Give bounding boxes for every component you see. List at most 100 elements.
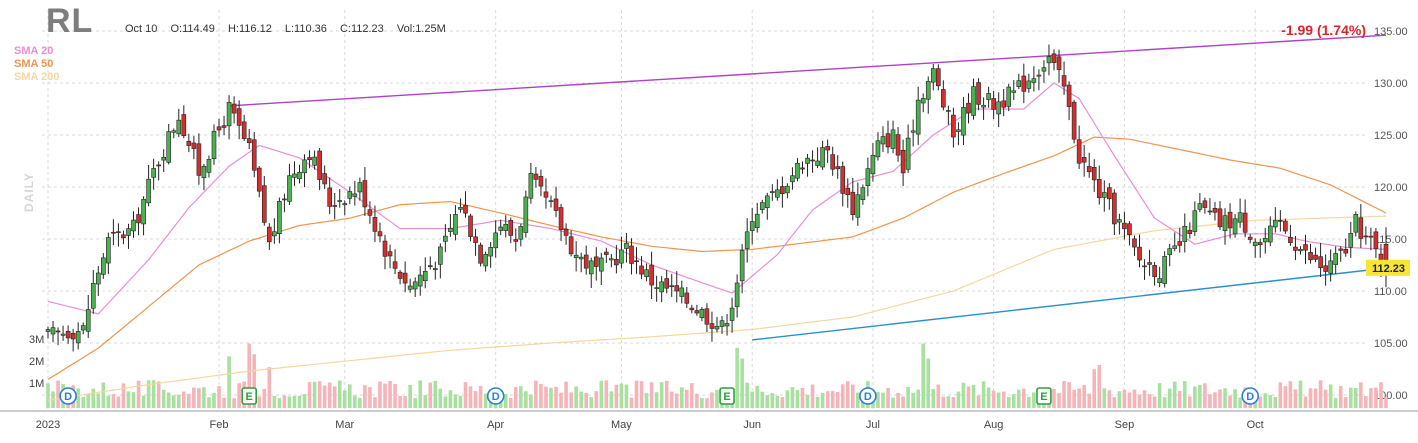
- candle: [890, 120, 896, 154]
- volume-bar: [302, 394, 307, 408]
- candle: [810, 150, 815, 173]
- candle-body: [830, 154, 835, 170]
- legend-sma20[interactable]: SMA 20: [14, 45, 54, 57]
- volume-bar: [468, 386, 473, 408]
- volume-bar: [891, 397, 895, 408]
- candle: [50, 320, 56, 343]
- candle: [775, 179, 780, 201]
- volume-bar: [222, 397, 226, 408]
- candle: [1107, 183, 1112, 210]
- candle-body: [513, 239, 519, 242]
- volume-bar: [1258, 396, 1263, 408]
- candle: [639, 256, 644, 280]
- candle-body: [764, 195, 770, 209]
- volume-bar: [956, 391, 961, 408]
- candle: [106, 232, 111, 275]
- candle: [1187, 222, 1193, 239]
- candle-body: [241, 121, 247, 139]
- candle-body: [161, 156, 166, 161]
- volume-bar: [1233, 389, 1237, 408]
- candle-body: [1333, 253, 1338, 265]
- volume-bar: [1102, 388, 1107, 408]
- close-value: C:112.23: [339, 23, 384, 35]
- volume-bar: [398, 395, 402, 408]
- candle-body: [951, 114, 956, 138]
- candle: [433, 261, 438, 280]
- volume-bar: [1132, 389, 1137, 408]
- x-tick-label: 2023: [36, 419, 60, 431]
- candle-body: [689, 307, 695, 311]
- legend-sma200[interactable]: SMA 200: [14, 71, 60, 83]
- candle: [624, 232, 629, 263]
- candle: [956, 122, 961, 146]
- volume-bar: [1022, 388, 1026, 408]
- volume-bar: [991, 390, 996, 408]
- candle-body: [402, 272, 408, 284]
- candle-body: [1202, 200, 1208, 208]
- candle: [1353, 211, 1359, 237]
- candle: [593, 247, 599, 281]
- candle-body: [905, 137, 911, 170]
- candle: [1182, 213, 1188, 253]
- volume-bar: [584, 392, 589, 408]
- volume-bar: [966, 386, 971, 408]
- candle: [563, 223, 569, 245]
- volume-bar: [1228, 395, 1232, 408]
- candle: [961, 97, 966, 146]
- candle: [770, 184, 775, 201]
- candle: [830, 146, 835, 176]
- candle-body: [880, 136, 886, 145]
- candle-body: [1177, 241, 1183, 246]
- volume-bar: [513, 387, 518, 408]
- candle: [815, 147, 820, 168]
- candle-body: [1001, 100, 1007, 108]
- candle: [976, 78, 981, 111]
- volume-bar: [1147, 394, 1152, 408]
- candle-body: [754, 213, 760, 228]
- volume-bar: [644, 393, 649, 408]
- earnings-label: E: [246, 391, 253, 403]
- volume-bar: [1333, 398, 1338, 408]
- x-tick-label: Jul: [866, 419, 880, 431]
- candle-body: [50, 327, 56, 335]
- volume-bar: [976, 395, 981, 408]
- candle-body: [412, 281, 418, 290]
- candle: [573, 241, 579, 272]
- candle-body: [976, 82, 981, 105]
- volume-bar: [101, 382, 106, 408]
- candle: [297, 164, 302, 184]
- candle: [1298, 246, 1303, 255]
- volume-bar: [1293, 389, 1298, 408]
- candle-body: [1091, 167, 1097, 181]
- candle-body: [1162, 256, 1167, 284]
- volume-bar: [750, 391, 754, 408]
- candle-body: [604, 251, 609, 255]
- candle: [1247, 234, 1253, 244]
- high-value: H:116.12: [227, 23, 272, 35]
- candle-body: [614, 259, 619, 266]
- candle: [131, 211, 136, 238]
- candle-body: [870, 154, 876, 175]
- candle-body: [1112, 192, 1117, 225]
- volume-bar: [1082, 385, 1086, 408]
- candle: [302, 154, 307, 188]
- candle-body: [800, 167, 805, 170]
- earnings-label: E: [723, 391, 730, 403]
- candle: [870, 143, 876, 182]
- candle: [116, 223, 121, 247]
- legend-sma50[interactable]: SMA 50: [14, 58, 54, 70]
- candle: [1021, 63, 1027, 104]
- candle: [1132, 235, 1137, 256]
- candle-body: [654, 287, 659, 289]
- volume-bar: [332, 386, 337, 408]
- candle: [1267, 216, 1273, 247]
- candle-body: [251, 139, 257, 171]
- volume-bar: [760, 391, 765, 408]
- candle-body: [669, 285, 675, 288]
- volume-bar: [574, 386, 578, 408]
- volume-bar: [679, 387, 684, 408]
- candle: [719, 316, 725, 334]
- candle-body: [1328, 260, 1333, 274]
- candle: [1056, 49, 1062, 83]
